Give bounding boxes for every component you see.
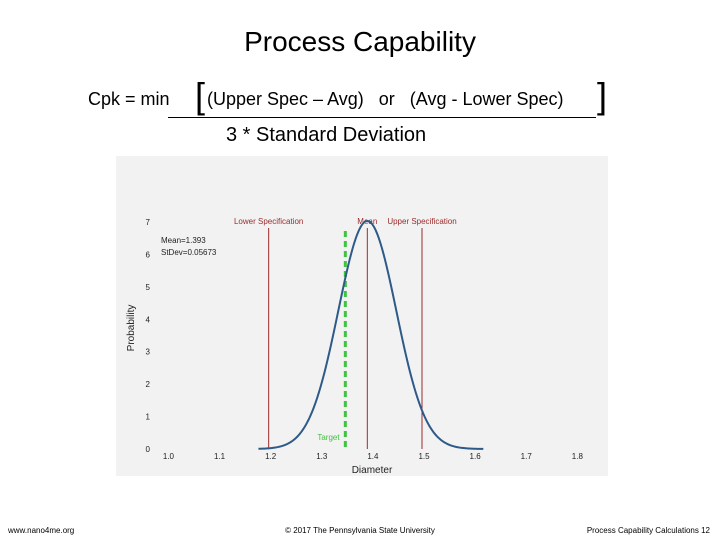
y-tick-label: 2 <box>146 380 151 389</box>
reference-line-label: Lower Specification <box>234 217 303 226</box>
x-tick-label: 1.1 <box>214 452 226 461</box>
formula-lhs: Cpk = min <box>88 89 170 109</box>
stats-mean: Mean=1.393 <box>161 236 206 245</box>
reference-line-label: Upper Specification <box>387 217 456 226</box>
x-tick-label: 1.6 <box>470 452 482 461</box>
formula-right-bracket: ] <box>597 75 608 116</box>
x-axis-label: Diameter <box>352 465 393 476</box>
slide-title: Process Capability <box>244 26 476 57</box>
y-tick-label: 0 <box>146 445 151 454</box>
x-tick-label: 1.2 <box>265 452 277 461</box>
y-tick-label: 1 <box>146 413 151 422</box>
y-tick-label: 7 <box>146 218 151 227</box>
target-label: Target <box>317 433 340 442</box>
y-tick-label: 4 <box>146 315 151 324</box>
y-tick-label: 6 <box>146 250 151 259</box>
y-axis-label: Probability <box>126 305 137 352</box>
footer-copyright: © 2017 The Pennsylvania State University <box>285 526 435 535</box>
formula-left-bracket: [ <box>195 75 206 116</box>
x-tick-label: 1.4 <box>367 452 379 461</box>
footer-slide-number: Process Capability Calculations 12 <box>586 526 710 535</box>
normal-curve <box>258 219 484 450</box>
stats-stdev: StDev=0.05673 <box>161 248 217 257</box>
formula-fraction-bar <box>168 117 596 118</box>
footer-website: www.nano4me.org <box>8 526 75 535</box>
chart-panel <box>116 156 608 476</box>
formula-numerator: (Upper Spec – Avg) or (Avg - Lower Spec) <box>207 89 564 109</box>
capability-chart-svg: Lower Specification Mean Upper Specificati… <box>116 156 608 476</box>
y-tick-label: 5 <box>146 283 151 292</box>
x-tick-label: 1.0 <box>163 452 175 461</box>
x-tick-label: 1.3 <box>316 452 328 461</box>
x-tick-label: 1.5 <box>418 452 430 461</box>
y-tick-label: 3 <box>146 348 151 357</box>
capability-chart: Lower Specification Mean Upper Specificati… <box>116 156 608 476</box>
formula-denominator: 3 * Standard Deviation <box>226 124 427 146</box>
x-tick-label: 1.8 <box>572 452 584 461</box>
x-tick-label: 1.7 <box>521 452 533 461</box>
